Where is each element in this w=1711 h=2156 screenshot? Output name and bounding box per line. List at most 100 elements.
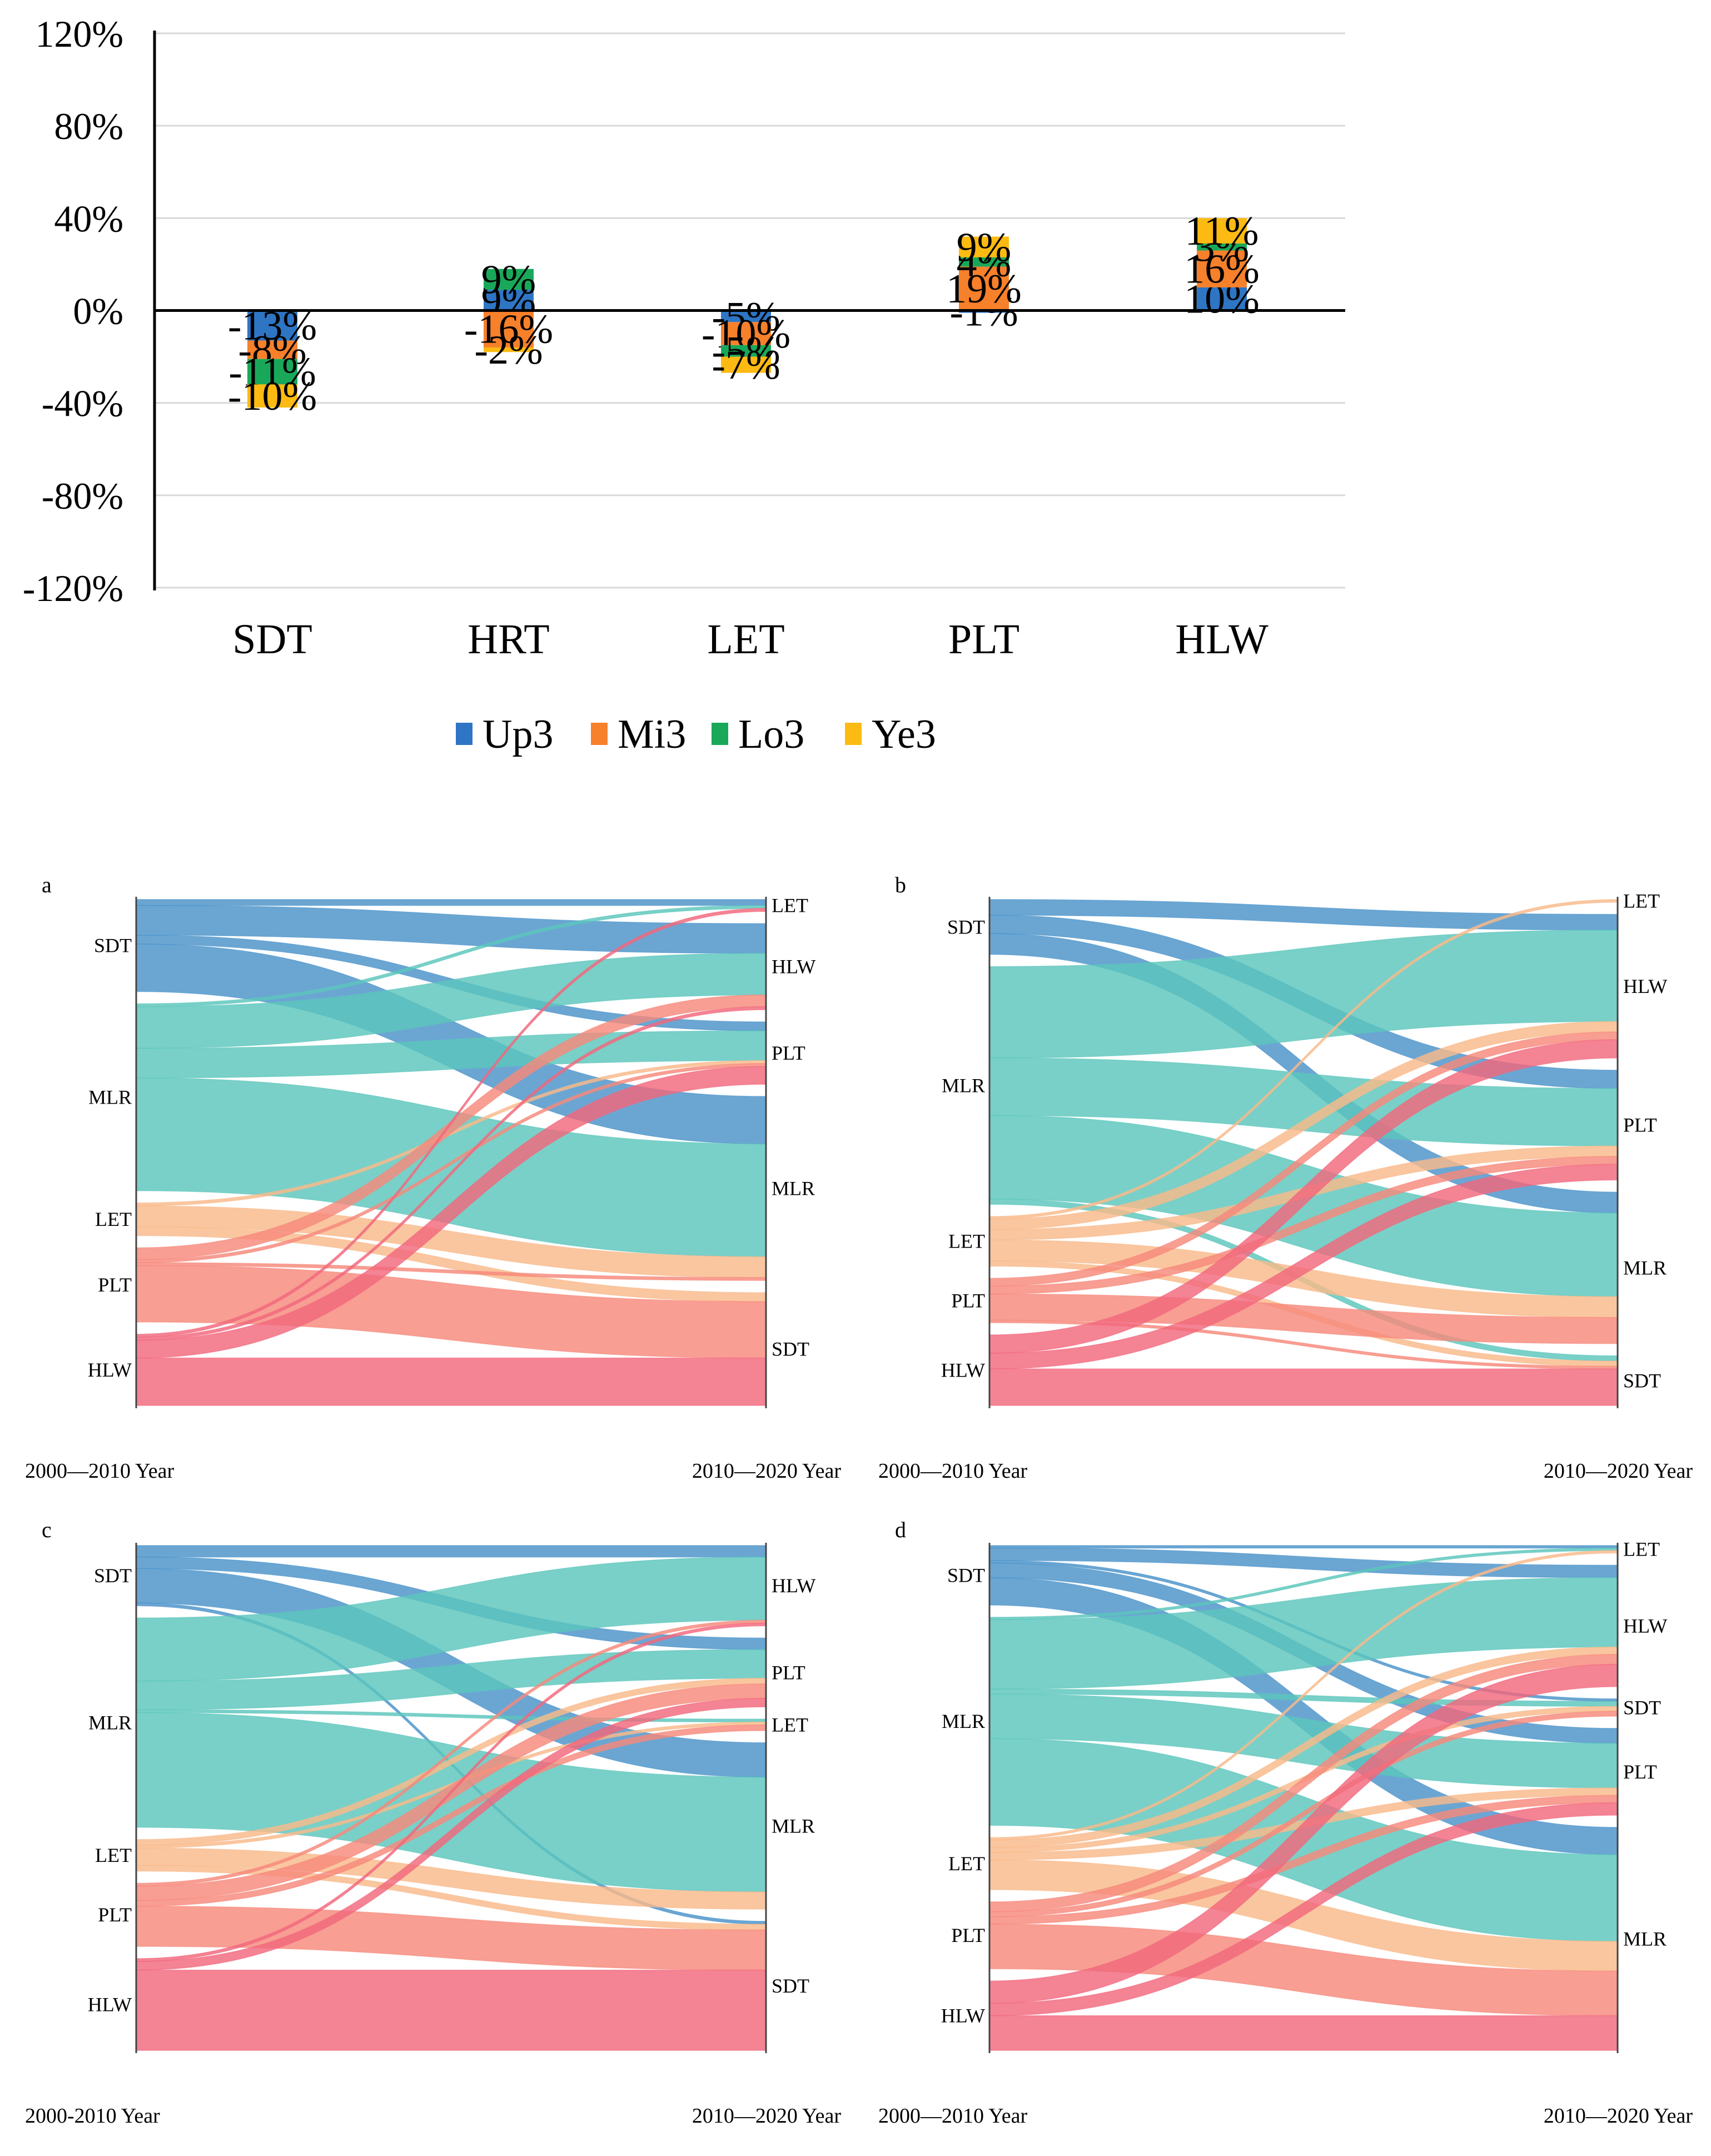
left-period-range: 2000—2010	[878, 2104, 984, 2128]
left-period-year: Year	[135, 1459, 174, 1483]
right-period-range: 2010—2020	[692, 2104, 798, 2128]
bar-data-label: -16%	[464, 307, 553, 352]
left-period-year: Year	[988, 2104, 1027, 2128]
legend-label: Ye3	[872, 712, 936, 757]
legend-label: Lo3	[738, 712, 804, 757]
left-period-range: 2000-2010	[25, 2104, 117, 2128]
y-tick-label: 40%	[54, 197, 123, 240]
panel-letter: b	[895, 872, 906, 897]
bar-data-label: 9%	[481, 257, 536, 302]
left-node-label: PLT	[951, 1289, 985, 1312]
right-period-label: 2010—2020 Year	[692, 1459, 841, 1483]
right-period-label: 2010—2020 Year	[692, 2104, 841, 2128]
bar-segment-mi3-sdt	[247, 340, 297, 359]
sankey-flow-sdt-to-let	[989, 1545, 1618, 1549]
x-tick-label: HLW	[1175, 616, 1269, 663]
right-period-year: Year	[802, 1459, 841, 1483]
bar-segment-ye3-sdt	[247, 384, 297, 408]
bar-segment-mi3-hrt	[484, 310, 534, 347]
legend-label: Mi3	[618, 712, 686, 757]
x-tick-label: LET	[707, 616, 784, 663]
left-node-label: SDT	[94, 935, 132, 957]
bar-segment-lo3-let	[721, 345, 771, 357]
bar-segment-lo3-hrt	[484, 269, 534, 290]
right-node-label: MLR	[772, 1178, 815, 1200]
left-node-label: PLT	[951, 1924, 985, 1946]
left-period-label: 2000—2010 Year	[25, 1459, 174, 1483]
right-period-year: Year	[1654, 1459, 1693, 1483]
right-period-range: 2010—2020	[1544, 2104, 1649, 2128]
bar-data-label: 11%	[1185, 208, 1259, 254]
sankey-panel-a: SDT MLR LET PLT HLW LET HLW PLT MLR SDT a 2000—2010…	[25, 872, 841, 1483]
left-node-label: LET	[95, 1844, 132, 1866]
left-node-label: HLW	[88, 1359, 132, 1381]
sankey-flow-hlw-to-mlr	[989, 2015, 1618, 2051]
left-node-label: PLT	[98, 1274, 132, 1296]
bar-segment-ye3-let	[721, 356, 771, 373]
right-period-label: 2010—2020 Year	[1544, 2104, 1693, 2128]
bar-data-label: 19%	[946, 266, 1022, 312]
sankey-flow-sdt-to-let	[136, 899, 767, 906]
bar-data-label: -7%	[712, 342, 780, 388]
sankey-panel-b: SDT MLR LET PLT HLW LET HLW PLT MLR SDT b 2000—2010…	[878, 872, 1693, 1483]
legend-label: Up3	[483, 712, 553, 757]
left-node-label: HLW	[941, 1359, 985, 1382]
left-node-label: SDT	[94, 1564, 132, 1587]
bar-segment-up3-hrt	[484, 290, 534, 311]
y-tick-label: -120%	[23, 567, 123, 609]
sankey-flow-hlw-to-sdt	[136, 1357, 767, 1406]
left-node-label: MLR	[88, 1712, 132, 1734]
bar-data-label: -10%	[228, 374, 317, 419]
bar-segment-lo3-sdt	[247, 359, 297, 385]
bar-segment-lo3-plt	[959, 257, 1009, 267]
right-node-label: SDT	[1623, 1696, 1661, 1718]
left-period-label: 2000—2010 Year	[878, 1459, 1027, 1483]
bar-segment-ye3-plt	[959, 236, 1009, 257]
panel-letter: a	[42, 872, 52, 897]
panel-letter: d	[895, 1517, 906, 1542]
bar-segment-lo3-hlw	[1197, 244, 1247, 251]
right-period-range: 2010—2020	[692, 1459, 798, 1483]
left-node-label: SDT	[947, 916, 985, 938]
right-node-label: LET	[1623, 890, 1660, 912]
sankey-panel-c: SDT MLR LET PLT HLW HLW PLT LET MLR SDT c 2000-2010…	[25, 1517, 841, 2128]
bar-data-label: 9%	[957, 225, 1012, 270]
right-node-label: HLW	[772, 1574, 815, 1597]
right-node-label: LET	[1623, 1538, 1660, 1561]
right-node-label: HLW	[1623, 1615, 1667, 1637]
bar-segment-mi3-plt	[959, 266, 1009, 311]
right-node-label: PLT	[772, 1661, 805, 1683]
left-node-label: LET	[95, 1208, 132, 1230]
left-period-label: 2000—2010 Year	[878, 2104, 1027, 2128]
stacked-bar-chart: 120%80%40%0%-40%-80%-120%-13%-8%-11%-10%…	[23, 13, 1345, 663]
left-node-label: MLR	[88, 1086, 132, 1109]
right-node-label: SDT	[772, 1975, 809, 1997]
bar-data-label: -2%	[474, 327, 543, 373]
bar-data-label: 16%	[1184, 247, 1260, 292]
right-node-label: LET	[772, 895, 808, 917]
legend-swatch-up3	[456, 723, 472, 745]
right-node-label: MLR	[1623, 1257, 1667, 1279]
left-node-label: HLW	[88, 1993, 132, 2015]
left-period-label: 2000-2010 Year	[25, 2104, 160, 2128]
right-node-label: HLW	[772, 956, 815, 978]
right-period-year: Year	[802, 2104, 841, 2128]
left-period-year: Year	[988, 1459, 1027, 1483]
right-node-label: MLR	[772, 1815, 815, 1837]
right-node-label: SDT	[772, 1338, 809, 1360]
left-node-label: HLW	[941, 2005, 985, 2027]
left-period-range: 2000—2010	[878, 1459, 984, 1483]
x-tick-label: SDT	[232, 616, 312, 663]
legend-swatch-mi3	[591, 723, 608, 745]
bar-segment-mi3-let	[721, 322, 771, 345]
sankey-flow-hlw-to-sdt	[989, 1368, 1618, 1406]
sankey-flow-sdt-to-hlw	[136, 1545, 767, 1558]
legend-swatch-ye3	[845, 723, 862, 745]
y-tick-label: -40%	[42, 382, 123, 425]
left-node-label: MLR	[942, 1074, 985, 1096]
y-tick-label: 120%	[35, 13, 123, 55]
right-node-label: MLR	[1623, 1928, 1667, 1950]
right-node-label: PLT	[1623, 1114, 1657, 1136]
bar-segment-ye3-hrt	[484, 347, 534, 352]
